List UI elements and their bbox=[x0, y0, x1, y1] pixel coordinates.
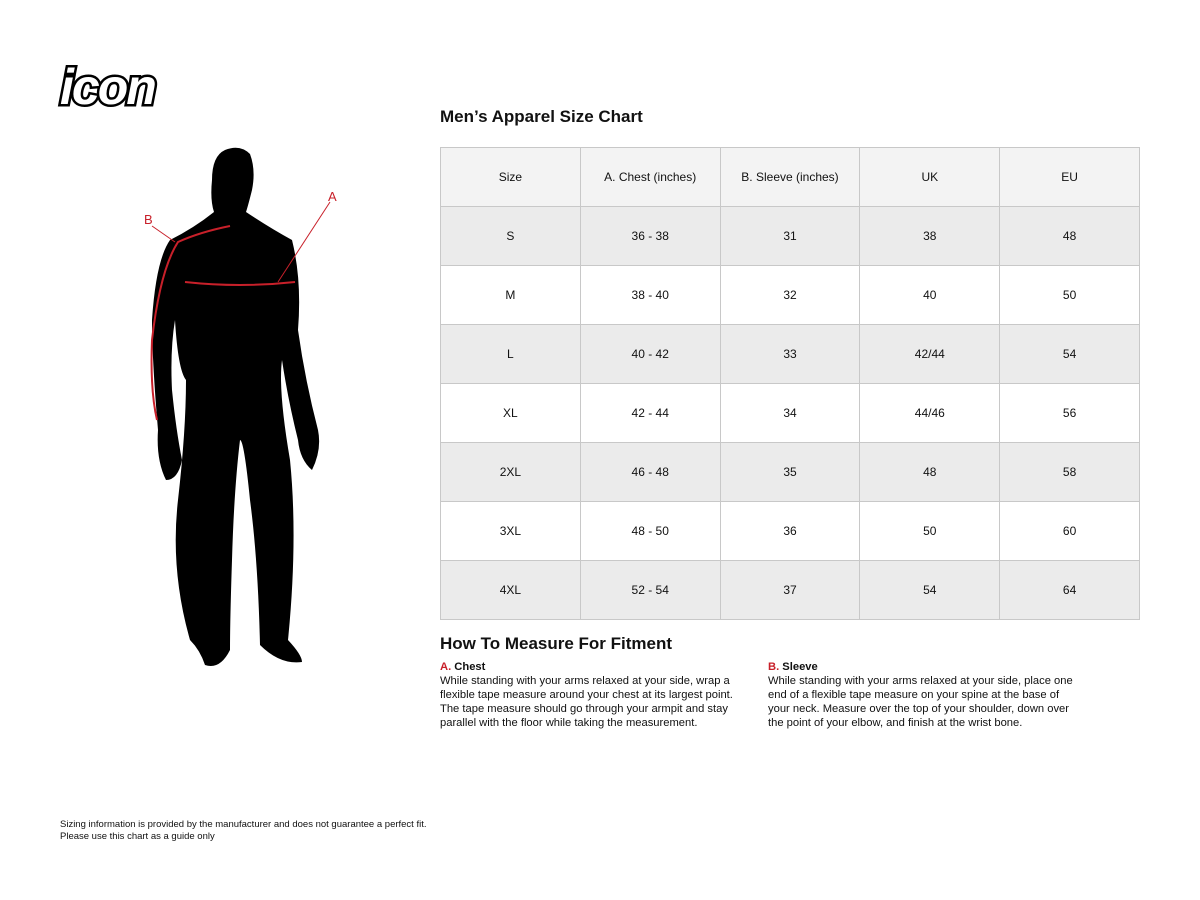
table-cell: 54 bbox=[999, 324, 1140, 384]
table-cell: M bbox=[440, 265, 581, 325]
header-eu: EU bbox=[999, 147, 1140, 207]
table-cell: 60 bbox=[999, 501, 1140, 561]
icon-logo: icon bbox=[58, 57, 160, 118]
header-uk: UK bbox=[859, 147, 1001, 207]
disclaimer-line-1: Sizing information is provided by the ma… bbox=[60, 819, 427, 830]
chest-text: While standing with your arms relaxed at… bbox=[440, 675, 733, 729]
table-cell: 48 bbox=[999, 206, 1140, 266]
sleeve-instructions: B. Sleeve While standing with your arms … bbox=[768, 660, 1078, 730]
table-cell: 46 - 48 bbox=[579, 442, 721, 502]
header-size: Size bbox=[440, 147, 581, 207]
disclaimer-line-2: Please use this chart as a guide only bbox=[60, 831, 215, 842]
sleeve-text: While standing with your arms relaxed at… bbox=[768, 675, 1073, 729]
chest-letter: A. bbox=[440, 661, 452, 673]
table-cell: 38 - 40 bbox=[579, 265, 721, 325]
label-b: B bbox=[144, 212, 153, 227]
table-cell: 36 - 38 bbox=[579, 206, 721, 266]
table-cell: 58 bbox=[999, 442, 1140, 502]
chest-measure-line bbox=[184, 281, 296, 286]
chest-label: Chest bbox=[454, 661, 486, 673]
sleeve-letter: B. bbox=[768, 661, 780, 673]
body-silhouette-figure: A B bbox=[144, 147, 337, 666]
table-cell: 37 bbox=[719, 560, 861, 620]
table-row: M 38 - 40 32 40 50 bbox=[440, 265, 1140, 325]
table-row: 3XL 48 - 50 36 50 60 bbox=[440, 501, 1140, 561]
table-header-row: Size A. Chest (inches) B. Sleeve (inches… bbox=[440, 147, 1140, 207]
table-cell: XL bbox=[440, 383, 581, 443]
disclaimer: Sizing information is provided by the ma… bbox=[60, 819, 427, 843]
table-cell: 32 bbox=[719, 265, 861, 325]
table-cell: L bbox=[440, 324, 581, 384]
size-table: Size A. Chest (inches) B. Sleeve (inches… bbox=[440, 147, 1140, 620]
table-cell: 56 bbox=[999, 383, 1140, 443]
table-row: S 36 - 38 31 38 48 bbox=[440, 206, 1140, 266]
table-cell: 2XL bbox=[440, 442, 581, 502]
table-cell: 54 bbox=[859, 560, 1001, 620]
table-cell: S bbox=[440, 206, 581, 266]
table-cell: 50 bbox=[859, 501, 1001, 561]
table-cell: 42/44 bbox=[859, 324, 1001, 384]
table-row: L 40 - 42 33 42/44 54 bbox=[440, 324, 1140, 384]
table-cell: 48 - 50 bbox=[579, 501, 721, 561]
table-cell: 44/46 bbox=[859, 383, 1001, 443]
page-title: Men’s Apparel Size Chart bbox=[440, 107, 643, 126]
table-cell: 40 - 42 bbox=[579, 324, 721, 384]
label-b-leader bbox=[151, 225, 176, 243]
label-a-leader bbox=[277, 201, 331, 283]
table-cell: 34 bbox=[719, 383, 861, 443]
header-chest: A. Chest (inches) bbox=[579, 147, 721, 207]
table-cell: 33 bbox=[719, 324, 861, 384]
table-cell: 52 - 54 bbox=[579, 560, 721, 620]
table-cell: 48 bbox=[859, 442, 1001, 502]
label-a: A bbox=[328, 189, 337, 204]
table-cell: 3XL bbox=[440, 501, 581, 561]
table-cell: 36 bbox=[719, 501, 861, 561]
table-cell: 38 bbox=[859, 206, 1001, 266]
table-cell: 4XL bbox=[440, 560, 581, 620]
table-row: 2XL 46 - 48 35 48 58 bbox=[440, 442, 1140, 502]
how-to-measure-title: How To Measure For Fitment bbox=[440, 634, 673, 653]
sleeve-label: Sleeve bbox=[782, 661, 818, 673]
table-cell: 64 bbox=[999, 560, 1140, 620]
table-row: 4XL 52 - 54 37 54 64 bbox=[440, 560, 1140, 620]
table-cell: 31 bbox=[719, 206, 861, 266]
table-cell: 35 bbox=[719, 442, 861, 502]
table-cell: 40 bbox=[859, 265, 1001, 325]
table-row: XL 42 - 44 34 44/46 56 bbox=[440, 383, 1140, 443]
header-sleeve: B. Sleeve (inches) bbox=[719, 147, 861, 207]
silhouette bbox=[152, 147, 320, 666]
sleeve-measure-line bbox=[150, 225, 231, 421]
table-cell: 42 - 44 bbox=[579, 383, 721, 443]
chest-instructions: A. Chest While standing with your arms r… bbox=[440, 660, 750, 730]
table-cell: 50 bbox=[999, 265, 1140, 325]
